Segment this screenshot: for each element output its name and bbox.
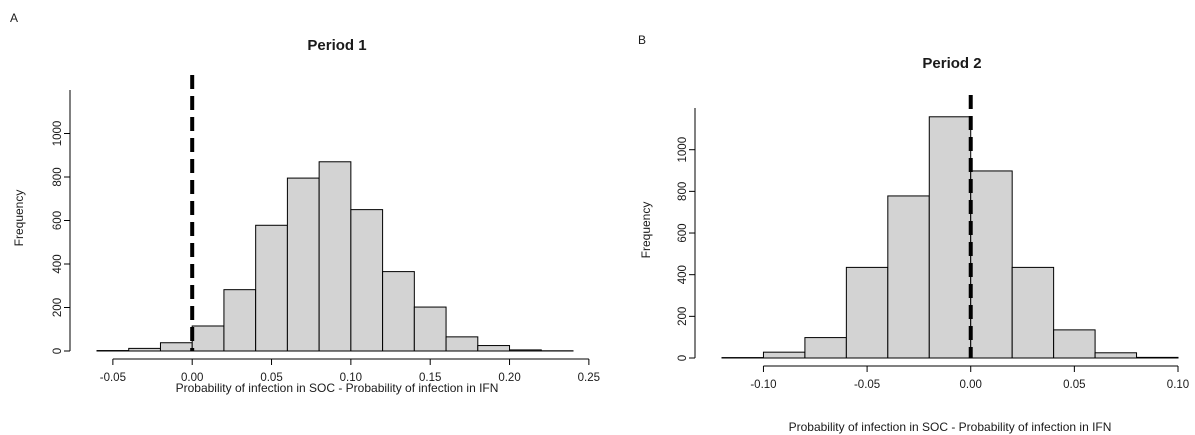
panel-a-y-tick-label-5: 1000 bbox=[52, 121, 64, 147]
panel-b-x-tick-label-1: -0.05 bbox=[854, 379, 880, 391]
panel-a-bar-13 bbox=[509, 349, 542, 352]
panel-a-x-tick-label-6: 0.25 bbox=[578, 372, 600, 384]
panel-b-bar-3 bbox=[845, 266, 889, 359]
panel-a-bar-5 bbox=[255, 224, 288, 352]
panel-a-bar-1 bbox=[128, 347, 161, 352]
panel-a-bar-7 bbox=[318, 161, 352, 352]
panel-b-title: Period 2 bbox=[922, 55, 981, 72]
panel-b-y-tick-label-4: 800 bbox=[677, 182, 689, 201]
panel-a-y-tick-label-4: 800 bbox=[52, 167, 64, 186]
panel-a-bar-6 bbox=[286, 177, 320, 352]
panel-a-x-tick-label-4: 0.15 bbox=[419, 372, 441, 384]
panel-b-bar-8 bbox=[1053, 329, 1096, 359]
panel-b-bar-6 bbox=[970, 170, 1013, 359]
panel-a-x-tick-label-5: 0.20 bbox=[498, 372, 520, 384]
panel-a-y-tick-label-3: 600 bbox=[52, 211, 64, 230]
panel-a-y-tick-label-0: 0 bbox=[52, 348, 64, 354]
panel-b-y-tick-label-5: 1000 bbox=[677, 137, 689, 163]
panel-a-bar-9 bbox=[382, 271, 415, 352]
panel-a-title: Period 1 bbox=[307, 37, 366, 54]
panel-a-bar-11 bbox=[445, 336, 479, 352]
panel-b-bar-7 bbox=[1011, 266, 1055, 359]
panel-b-y-tick-label-2: 400 bbox=[677, 265, 689, 284]
panel-a-y-axis-label: Frequency bbox=[12, 190, 26, 247]
panel-b-bar-5 bbox=[928, 116, 972, 359]
panel-a-label: A bbox=[10, 11, 18, 25]
panel-b-y-axis-label: Frequency bbox=[639, 202, 653, 259]
panel-b-label: B bbox=[638, 33, 646, 47]
panel-b-bar-10 bbox=[1136, 356, 1179, 359]
panel-a-y-tick-label-2: 400 bbox=[52, 254, 64, 273]
panel-a-x-tick-label-0: -0.05 bbox=[100, 372, 126, 384]
panel-b-x-axis-label: Probability of infection in SOC - Probab… bbox=[789, 420, 1112, 434]
panel-b-bar-4 bbox=[887, 195, 930, 359]
panel-b-y-tick-label-1: 200 bbox=[677, 307, 689, 326]
panel-b-y-tick-label-0: 0 bbox=[677, 355, 689, 361]
panel-a-bar-2 bbox=[159, 342, 193, 352]
panel-a-x-tick-label-1: 0.00 bbox=[181, 372, 203, 384]
panel-b-x-tick-label-4: 0.10 bbox=[1167, 379, 1189, 391]
panel-b-bar-9 bbox=[1094, 352, 1138, 359]
panel-a-x-tick-label-2: 0.05 bbox=[260, 372, 282, 384]
panel-a-y-tick-label-1: 200 bbox=[52, 298, 64, 317]
panel-a-bar-10 bbox=[413, 306, 447, 352]
panel-a-x-axis-label: Probability of infection in SOC - Probab… bbox=[176, 381, 499, 395]
panel-a-x-tick-label-3: 0.10 bbox=[340, 372, 362, 384]
panel-a-bar-12 bbox=[477, 345, 511, 352]
panel-b-x-tick-label-3: 0.05 bbox=[1063, 379, 1085, 391]
panel-a-bar-3 bbox=[191, 325, 225, 352]
panel-b-x-tick-label-2: 0.00 bbox=[960, 379, 982, 391]
panel-b-y-tick-label-3: 600 bbox=[677, 223, 689, 242]
panel-a-bar-8 bbox=[350, 209, 384, 352]
panel-b-bar-1 bbox=[762, 351, 806, 359]
panel-b-x-tick-label-0: -0.10 bbox=[750, 379, 776, 391]
panel-b-bar-2 bbox=[804, 337, 847, 359]
panel-a-bar-4 bbox=[223, 289, 257, 352]
